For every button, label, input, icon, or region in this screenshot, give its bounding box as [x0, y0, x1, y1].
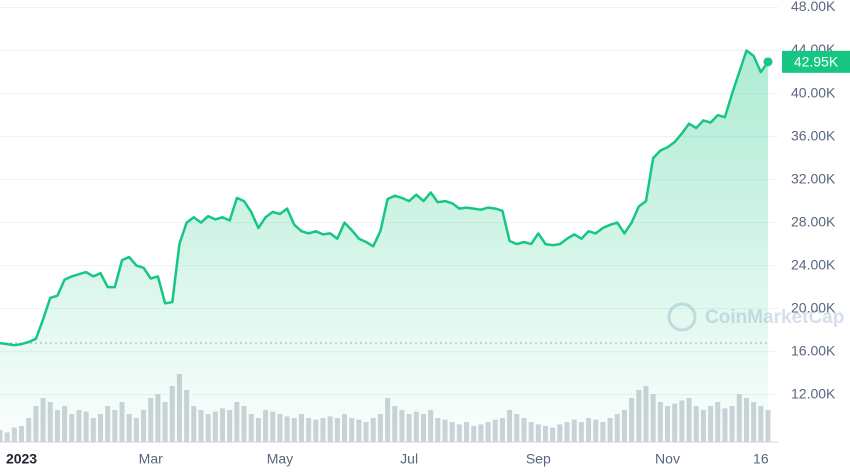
y-tick-label: 24.00K — [791, 256, 836, 272]
x-tick-label: Nov — [655, 451, 680, 467]
y-tick-label: 28.00K — [791, 213, 836, 229]
x-tick-label: May — [267, 451, 293, 467]
y-tick-label: 32.00K — [791, 170, 836, 186]
x-tick-label: Mar — [139, 451, 163, 467]
last-point — [763, 57, 773, 67]
y-tick-label: 16.00K — [791, 342, 836, 358]
price-badge — [782, 50, 850, 73]
y-tick-label: 40.00K — [791, 84, 836, 100]
x-tick-label: Jul — [400, 451, 418, 467]
area — [0, 50, 768, 442]
y-tick-label: 36.00K — [791, 127, 836, 143]
price-label: 42.95K — [794, 54, 839, 70]
y-tick-label: 12.00K — [791, 385, 836, 401]
y-tick-label: 20.00K — [791, 299, 836, 315]
x-tick-label: 2023 — [6, 451, 37, 467]
x-tick-label: Sep — [526, 451, 551, 467]
price-line — [0, 49, 770, 347]
x-tick-label: 16 — [753, 451, 769, 467]
y-tick-label: 48.00K — [791, 0, 836, 14]
